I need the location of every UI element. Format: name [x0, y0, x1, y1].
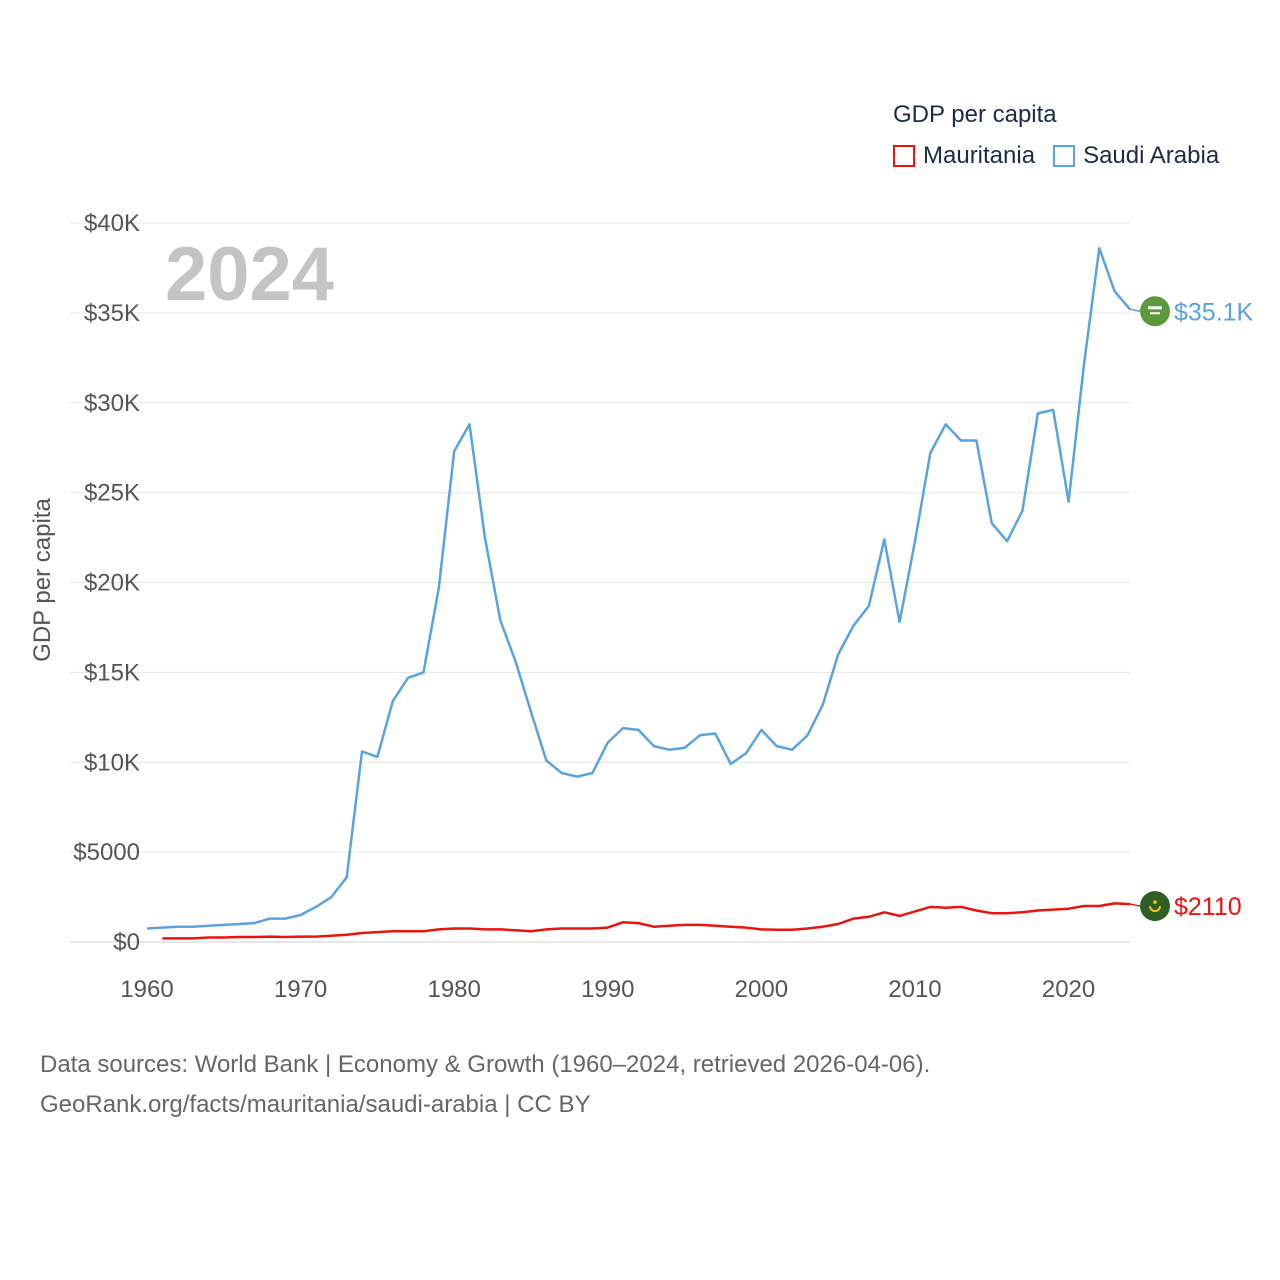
y-tick-label: $35K: [84, 300, 140, 327]
legend-swatch-saudi-arabia: [1053, 145, 1076, 167]
mauritania-flag-icon: [1140, 891, 1170, 922]
year-label: 2024: [165, 232, 334, 317]
x-tick-label: 2000: [735, 976, 788, 1003]
y-tick-label: $25K: [84, 480, 140, 507]
grid: [70, 222, 1130, 943]
y-tick-label: $30K: [84, 390, 140, 417]
end-value-label-mauritania: $2110: [1174, 893, 1242, 921]
source-link[interactable]: GeoRank.org/facts/mauritania/saudi-arabi…: [40, 1091, 591, 1118]
x-tick-label: 1980: [427, 976, 480, 1003]
y-tick-label: $40K: [84, 210, 140, 237]
y-axis-label: GDP per capita: [29, 498, 56, 662]
y-axis-ticks: $0 $5000 $10K $15K $20K $25K $30K $35K $40K: [73, 210, 140, 956]
footer: Data sources: World Bank | Economy & Gro…: [40, 1045, 930, 1125]
series-endpoints: $35.1K $2110: [1129, 296, 1254, 922]
x-tick-label: 1970: [274, 976, 327, 1003]
series: [146, 246, 1131, 940]
y-tick-label: $15K: [84, 659, 140, 686]
y-tick-label: $10K: [84, 749, 140, 776]
legend: Mauritania Saudi Arabia: [893, 142, 1237, 170]
x-tick-label: 1990: [581, 976, 634, 1003]
legend-label-mauritania: Mauritania: [923, 142, 1036, 169]
y-tick-label: $5000: [73, 839, 140, 866]
x-axis-ticks: 1960 1970 1980 1990 2000 2010 2020: [120, 976, 1095, 1003]
legend-label-saudi-arabia: Saudi Arabia: [1083, 142, 1220, 169]
y-tick-label: $0: [113, 929, 140, 956]
legend-swatch-mauritania: [893, 145, 915, 167]
data-sources-text: Data sources: World Bank | Economy & Gro…: [40, 1051, 931, 1078]
x-tick-label: 2020: [1042, 976, 1095, 1003]
end-value-label-saudi-arabia: $35.1K: [1174, 298, 1254, 326]
series-line-saudi-arabia: [146, 246, 1131, 930]
endpoint-connector: [1129, 903, 1141, 907]
legend-title: GDP per capita: [893, 101, 1057, 128]
y-tick-label: $20K: [84, 570, 140, 597]
saudi-arabia-flag-icon: [1140, 296, 1170, 327]
legend-item-saudi-arabia[interactable]: Saudi Arabia: [1053, 142, 1219, 170]
x-tick-label: 1960: [120, 976, 173, 1003]
legend-item-mauritania[interactable]: Mauritania: [893, 142, 1035, 170]
x-tick-label: 2010: [888, 976, 941, 1003]
series-line-mauritania: [162, 902, 1131, 940]
endpoint-connector: [1129, 308, 1141, 313]
